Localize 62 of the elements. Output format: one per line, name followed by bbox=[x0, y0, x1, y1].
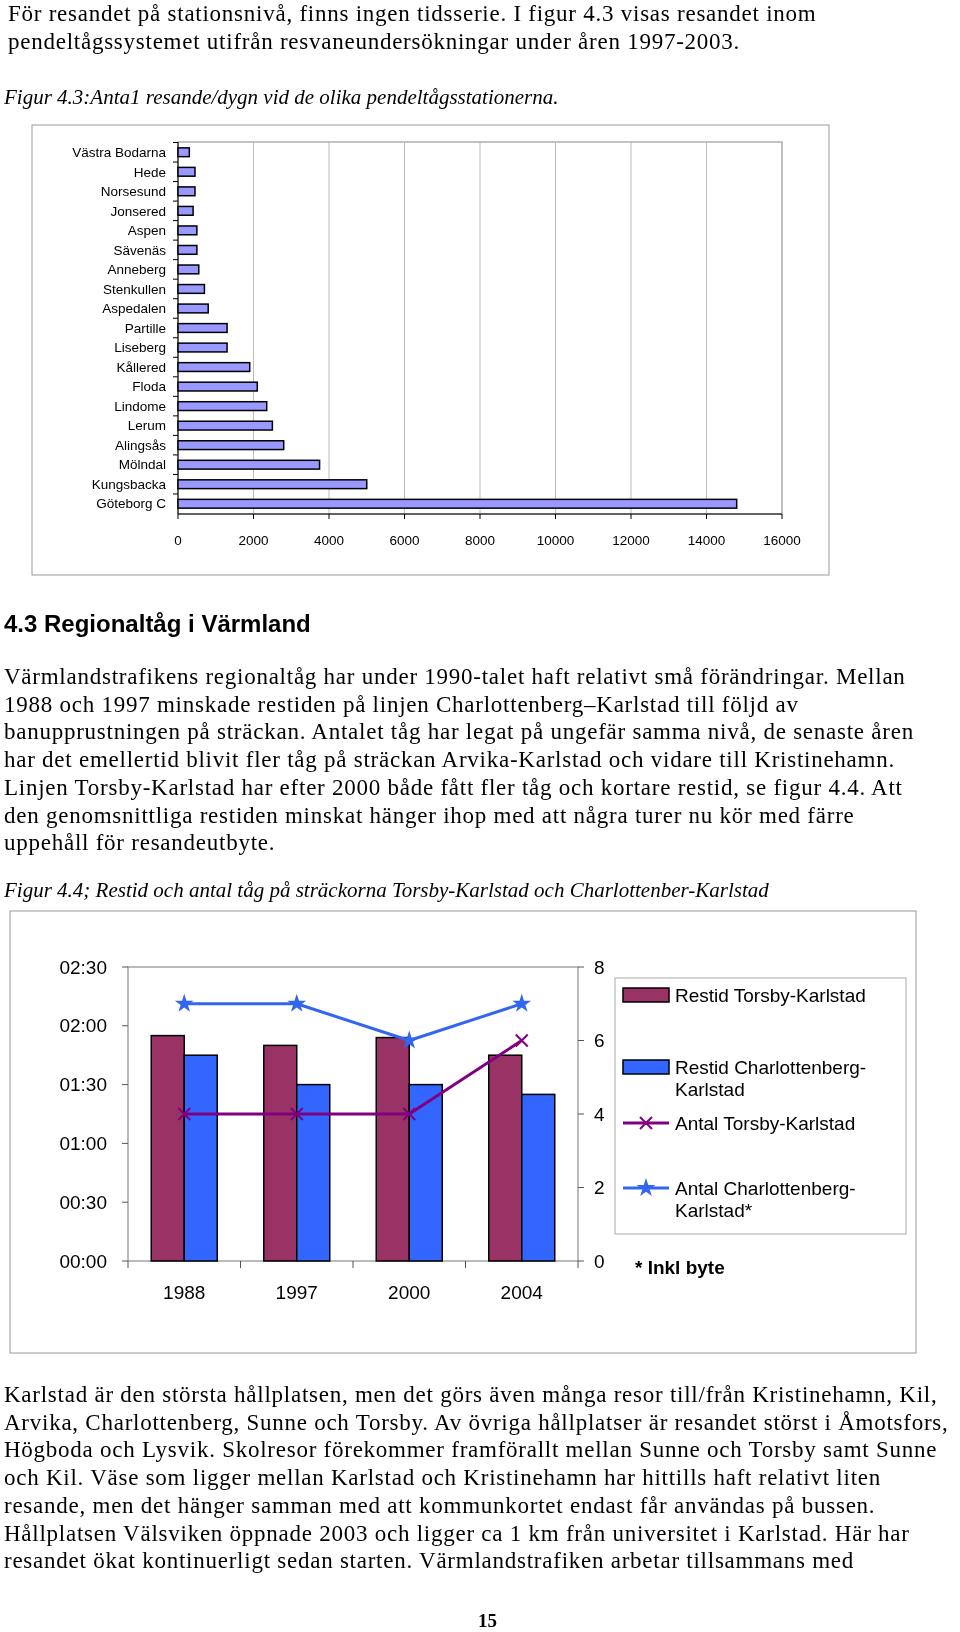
text: 4.3 Regionaltåg i Värmland bbox=[4, 610, 311, 638]
y-tick-label: 01:00 bbox=[59, 1133, 107, 1155]
y-tick-label: Anneberg bbox=[107, 262, 166, 278]
x-tick-label: 16000 bbox=[763, 532, 801, 548]
point bbox=[402, 1107, 417, 1121]
y-tick-label: 00:30 bbox=[59, 1191, 107, 1213]
point bbox=[177, 1107, 192, 1121]
y-tick-label: 01:30 bbox=[59, 1074, 107, 1096]
x-tick-label: 12000 bbox=[612, 532, 650, 548]
y-tick-label: Hede bbox=[133, 164, 166, 180]
point bbox=[512, 993, 532, 1012]
legend-label: Antal Charlottenberg-Karlstad* bbox=[675, 1177, 856, 1221]
point bbox=[514, 1033, 529, 1048]
legend-label: Antal Torsby-Karlstad bbox=[675, 1112, 856, 1134]
chart-title: Figur 4.4; Restid och antal tåg på sträckorna Torsby-Karlstad och Charlottenber-Karlstad bbox=[4, 878, 769, 903]
y-tick-label: Liseberg bbox=[114, 340, 166, 356]
y-tick-label: Jonsered bbox=[110, 203, 166, 219]
y-tick-label: Aspedalen bbox=[102, 301, 166, 317]
x-tick-label: 1988 bbox=[163, 1281, 206, 1303]
y-tick-label: Lerum bbox=[127, 418, 166, 434]
y2-tick-label: 6 bbox=[594, 1030, 605, 1052]
text: * Inkl byte bbox=[635, 1256, 725, 1278]
y2-tick-label: 4 bbox=[594, 1103, 605, 1125]
text: 15 bbox=[478, 1610, 497, 1632]
y-tick-label: Kungsbacka bbox=[91, 476, 167, 492]
y2-tick-label: 8 bbox=[594, 956, 605, 978]
legend-label: Restid Charlottenberg-Karlstad bbox=[675, 1056, 867, 1100]
chart-title: Figur 4.3:Anta1 resande/dygn vid de olika pendeltågsstationerna. bbox=[4, 85, 559, 110]
y-tick-label: 02:30 bbox=[59, 956, 107, 978]
y-tick-label: Aspen bbox=[127, 223, 166, 239]
y2-tick-label: 0 bbox=[594, 1250, 605, 1272]
text: För resandet på stationsnivå, finns ingen tidsserie. I figur 4.3 visas resandet inom pendeltågssystemet utifrån resvaneundersökningar under åren 1997-2003. bbox=[8, 0, 818, 56]
x-tick-label: 1997 bbox=[275, 1281, 318, 1303]
x-tick-label: 2000 bbox=[238, 532, 269, 548]
x-tick-label: 10000 bbox=[536, 532, 575, 548]
legend-label: Restid Torsby-Karlstad bbox=[675, 984, 866, 1006]
y-tick-label: Kållered bbox=[116, 359, 166, 375]
y-tick-label: Lindome bbox=[114, 398, 166, 414]
x-tick-label: 0 bbox=[174, 532, 182, 548]
x-tick-label: 14000 bbox=[687, 532, 726, 548]
text: Värmlandstrafikens regionaltåg har under 1990-talet haft relativt små förändringar. Mellan 1988 och 1997 minskade restiden på linjen Charlottenberg–Karlstad till följd av banupprustningen på sträckan. Antalet tåg har legat på ungefär samma nivå, de senaste åren har det emellertid blivit fler tåg på sträckan Arvika-Karlstad och vidare till Kristinehamn. Linjen Torsby-Karlstad har efter 2000 både fått fler tåg och kortare restid, se figur 4.4. Att den genomsnittliga restiden minskat hänger ihop med att några turer nu kör med färre uppehåll för resandeutbyte. bbox=[4, 663, 915, 857]
y-tick-label: Västra Bodarna bbox=[72, 144, 167, 160]
point bbox=[287, 993, 307, 1012]
x-tick-label: 2000 bbox=[388, 1281, 431, 1303]
y-tick-label: 02:00 bbox=[59, 1015, 107, 1037]
x-tick-label: 8000 bbox=[464, 532, 496, 548]
x-tick-label: 2004 bbox=[500, 1281, 544, 1303]
y-tick-label: Floda bbox=[132, 379, 167, 395]
y-tick-label: 00:00 bbox=[59, 1250, 107, 1272]
y2-tick-label: 2 bbox=[594, 1177, 605, 1199]
y-tick-label: Sävenäs bbox=[113, 242, 167, 258]
y-tick-label: Mölndal bbox=[118, 457, 166, 473]
text: Karlstad är den största hållplatsen, men det görs även många resor till/från Kristinehamn, Kil, Arvika, Charlottenberg, Sunne och Torsby. Av övriga hållplatser är resandet störst i Åmotsfors, Högboda och Lysvik. Skolresor förekommer framförallt mellan Sunne och Torsby samt Sunne och Kil. Väse som ligger mellan Karlstad och Kristinehamn har hittills haft relativt liten resande, men det hänger samman med att kommunkortet endast får användas på bussen. Hållplatsen Välsviken öppnade 2003 och ligger ca 1 km från universitet i Karlstad. Här har resandet ökat kontinuerligt sedan starten. Värmlandstrafiken arbetar tillsammans med bbox=[4, 1381, 949, 1575]
point bbox=[174, 993, 194, 1012]
y-tick-label: Stenkullen bbox=[102, 281, 166, 297]
point bbox=[289, 1107, 304, 1121]
y-tick-label: Norsesund bbox=[100, 184, 166, 200]
y-tick-label: Göteborg C bbox=[96, 496, 167, 512]
x-tick-label: 6000 bbox=[389, 532, 420, 548]
x-tick-label: 4000 bbox=[313, 532, 345, 548]
y-tick-label: Alingsås bbox=[114, 437, 167, 453]
y-tick-label: Partille bbox=[124, 320, 166, 336]
